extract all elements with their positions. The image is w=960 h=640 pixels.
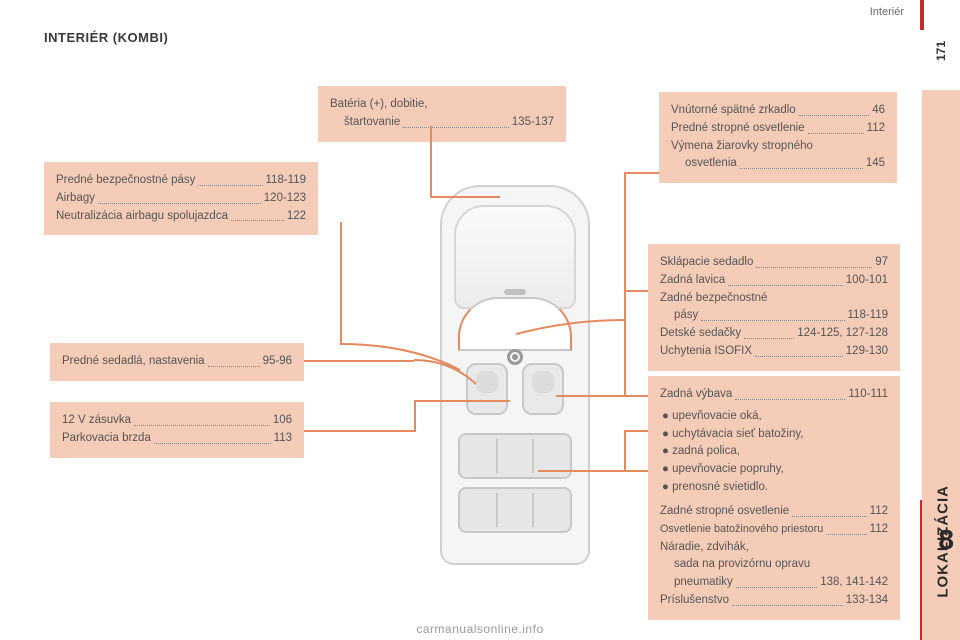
text: Náradie, zdvihák, xyxy=(660,539,749,557)
bullet: ● zadná polica, xyxy=(660,443,888,461)
text: Batéria (+), dobitie, xyxy=(330,96,427,114)
chapter-tab: LOKALIZÁCIA 8 xyxy=(922,90,960,640)
text: Parkovacia brzda xyxy=(62,430,151,448)
text: pneumatiky xyxy=(660,574,733,592)
callout-belts: Predné bezpečnostné pásy 118-119 Airbagy 1… xyxy=(44,162,318,235)
leader-line xyxy=(430,126,432,196)
page-ref: 112 xyxy=(870,503,888,521)
bullet: ● prenosné svietidlo. xyxy=(660,479,888,497)
page-ref: 145 xyxy=(866,155,885,173)
text: 12 V zásuvka xyxy=(62,412,131,430)
page-ref: 129-130 xyxy=(846,343,888,361)
leader-line xyxy=(304,430,414,432)
text: osvetlenia xyxy=(671,155,737,173)
text: Osvetlenie batožinového priestoru xyxy=(660,521,823,539)
rear-bench-2 xyxy=(458,487,572,533)
callout-rear-equipment: Zadná výbava 110-111 ● upevňovacie oká, ●… xyxy=(648,376,900,620)
page-ref: 113 xyxy=(274,430,292,448)
page-ref: 97 xyxy=(875,254,888,272)
page-ref: 124-125, 127-128 xyxy=(797,325,888,343)
text: sada na provizórnu opravu xyxy=(660,556,810,574)
vehicle-grille xyxy=(504,289,526,295)
page-ref: 118-119 xyxy=(266,172,307,190)
leader-line xyxy=(556,395,648,397)
page-ref: 122 xyxy=(287,208,306,226)
bullet: ● uchytávacia sieť batožiny, xyxy=(660,426,888,444)
page-ref: 95-96 xyxy=(263,353,292,371)
page-ref: 110-111 xyxy=(848,386,888,404)
text: Sklápacie sedadlo xyxy=(660,254,753,272)
page-ref: 120-123 xyxy=(264,190,306,208)
leader-line xyxy=(624,430,626,470)
leader-line xyxy=(538,470,648,472)
callout-socket: 12 V zásuvka 106 Parkovacia brzda 113 xyxy=(50,402,304,458)
text: Neutralizácia airbagu spolujazdca xyxy=(56,208,228,226)
text: Vnútorné spätné zrkadlo xyxy=(671,102,796,120)
accent-bar-top xyxy=(920,0,924,30)
rear-bench-1 xyxy=(458,433,572,479)
page-ref: 135-137 xyxy=(512,114,554,132)
text: Zadné stropné osvetlenie xyxy=(660,503,789,521)
callout-battery: Batéria (+), dobitie, štartovanie 135-137 xyxy=(318,86,566,142)
leader-line xyxy=(304,360,414,362)
leader-line xyxy=(624,172,659,174)
bullet: ● upevňovacie oká, xyxy=(660,408,888,426)
callout-rear-seats: Sklápacie sedadlo97 Zadná lavica100-101 … xyxy=(648,244,900,371)
page-ref: 112 xyxy=(870,521,888,539)
callout-mirror: Vnútorné spätné zrkadlo 46 Predné stropné… xyxy=(659,92,897,183)
text: Predné sedadlá, nastavenia xyxy=(62,353,205,371)
leader-line xyxy=(624,290,626,395)
page-ref: 138, 141-142 xyxy=(820,574,888,592)
text: Zadná lavica xyxy=(660,272,725,290)
page-ref: 112 xyxy=(867,120,885,138)
text: Uchytenia ISOFIX xyxy=(660,343,752,361)
vehicle-steering-wheel xyxy=(507,349,523,365)
chapter-tab-number: 8 xyxy=(938,524,954,556)
text: štartovanie xyxy=(330,114,400,132)
footer-watermark: carmanualsonline.info xyxy=(416,622,543,636)
leader-curve xyxy=(410,360,490,400)
text: pásy xyxy=(660,307,698,325)
page-ref: 133-134 xyxy=(846,592,888,610)
leader-line xyxy=(414,400,510,402)
text: Výmena žiarovky stropného xyxy=(671,138,813,156)
page-ref: 100-101 xyxy=(846,272,888,290)
text: Airbagy xyxy=(56,190,95,208)
leader-curve xyxy=(510,300,630,340)
page-title: INTERIÉR (KOMBI) xyxy=(44,30,168,45)
leader-line xyxy=(624,290,648,292)
leader-line xyxy=(624,430,648,432)
section-label: Interiér xyxy=(870,6,904,18)
text: Zadná výbava xyxy=(660,386,732,404)
callout-front-seats: Predné sedadlá, nastavenia 95-96 xyxy=(50,343,304,381)
text: Predné stropné osvetlenie xyxy=(671,120,805,138)
page-ref: 46 xyxy=(872,102,885,120)
text: Zadné bezpečnostné xyxy=(660,290,767,308)
page-number: 171 xyxy=(934,41,948,61)
front-seat-right xyxy=(522,363,564,415)
leader-line xyxy=(430,196,500,198)
text: Detské sedačky xyxy=(660,325,741,343)
bullet: ● upevňovacie popruhy, xyxy=(660,461,888,479)
page-ref: 106 xyxy=(273,412,292,430)
leader-line xyxy=(414,400,416,432)
leader-line xyxy=(340,222,342,344)
text: Predné bezpečnostné pásy xyxy=(56,172,195,190)
page-ref: 118-119 xyxy=(848,307,889,325)
text: Príslušenstvo xyxy=(660,592,729,610)
